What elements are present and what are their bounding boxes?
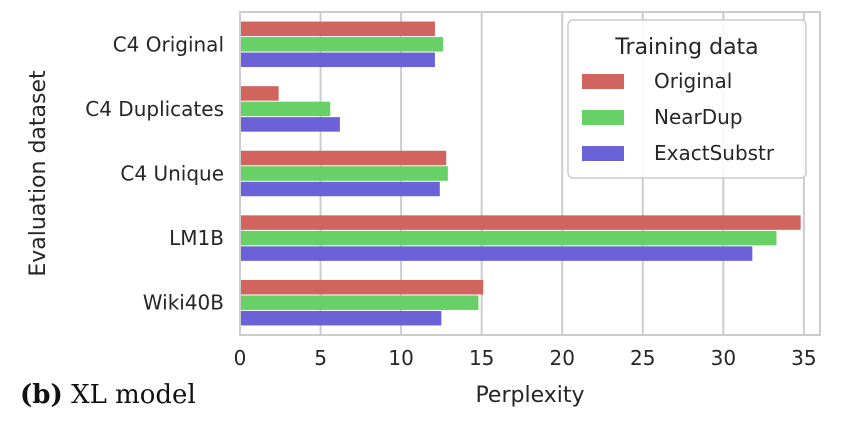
legend-swatch-exactsubstr bbox=[582, 146, 624, 161]
y-axis-label: Evaluation dataset bbox=[26, 70, 51, 277]
bar-original-4 bbox=[240, 215, 801, 230]
bar-exactsubstr-4 bbox=[240, 246, 753, 261]
legend-swatch-original bbox=[582, 74, 624, 89]
y-tick-label: Wiki40B bbox=[143, 291, 224, 315]
y-tick-label: C4 Unique bbox=[120, 162, 224, 186]
legend-label-exactsubstr: ExactSubstr bbox=[654, 141, 775, 165]
legend-label-neardup: NearDup bbox=[654, 105, 743, 129]
bar-neardup-4 bbox=[240, 230, 777, 246]
x-tick-label: 10 bbox=[388, 346, 413, 370]
bar-original-3 bbox=[240, 150, 447, 166]
y-tick-label: C4 Duplicates bbox=[85, 97, 224, 121]
bar-neardup-3 bbox=[240, 166, 448, 181]
bar-original-5 bbox=[240, 279, 484, 295]
caption-text: XL model bbox=[71, 380, 196, 410]
x-axis-label: Perplexity bbox=[475, 383, 584, 408]
tick-labels: 0 5 10 15 20 25 30 35 C4 Original C4 Duplicates C4… bbox=[85, 32, 816, 370]
x-tick-label: 0 bbox=[234, 346, 247, 370]
bar-neardup-1 bbox=[240, 37, 443, 52]
y-tick-label: LM1B bbox=[169, 226, 224, 250]
bar-original-2 bbox=[240, 86, 279, 101]
x-tick-label: 25 bbox=[630, 346, 655, 370]
bar-exactsubstr-1 bbox=[240, 52, 435, 68]
x-tick-label: 30 bbox=[711, 346, 736, 370]
x-tick-label: 5 bbox=[314, 346, 327, 370]
bar-neardup-5 bbox=[240, 295, 479, 310]
bar-exactsubstr-3 bbox=[240, 181, 440, 197]
figure-caption: (b) XL model bbox=[20, 380, 196, 410]
legend: Training data Original NearDup ExactSubstr bbox=[567, 19, 807, 179]
x-tick-label: 35 bbox=[791, 346, 816, 370]
legend-label-original: Original bbox=[654, 69, 732, 93]
bar-exactsubstr-2 bbox=[240, 117, 340, 132]
bar-original-1 bbox=[240, 21, 435, 37]
x-tick-label: 20 bbox=[549, 346, 574, 370]
legend-swatch-neardup bbox=[582, 110, 624, 125]
x-tick-label: 15 bbox=[469, 346, 494, 370]
bar-neardup-2 bbox=[240, 101, 331, 117]
bars bbox=[240, 21, 801, 326]
legend-box bbox=[567, 19, 807, 179]
legend-items: Original NearDup ExactSubstr bbox=[582, 69, 775, 165]
bar-exactsubstr-5 bbox=[240, 310, 442, 326]
y-tick-label: C4 Original bbox=[113, 32, 224, 56]
legend-title: Training data bbox=[614, 35, 758, 60]
plot-frame bbox=[239, 11, 821, 336]
caption-prefix: (b) bbox=[20, 380, 63, 410]
